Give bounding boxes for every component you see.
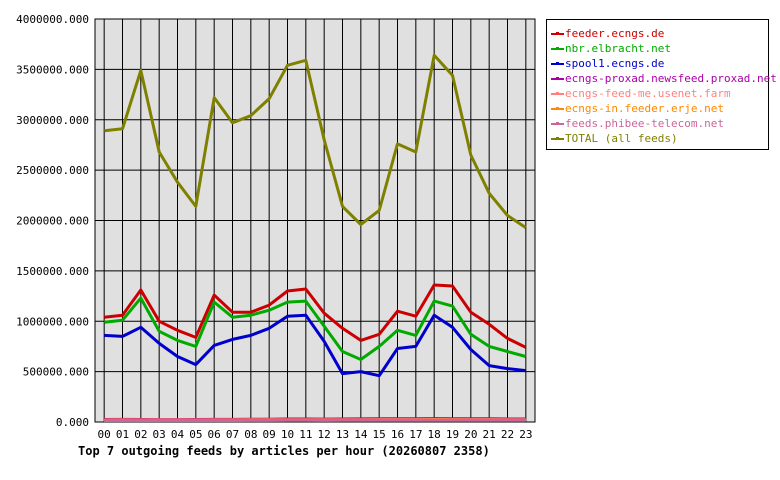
x-tick-label: 11 (299, 428, 312, 441)
x-tick-label: 20 (464, 428, 477, 441)
legend-label: feeder.ecngs.de (565, 27, 665, 40)
x-tick-label: 02 (134, 428, 147, 441)
series-lines (104, 53, 527, 422)
y-tick-label: 0.000 (56, 416, 89, 429)
x-tick-label: 23 (519, 428, 532, 441)
legend-swatch (551, 32, 564, 35)
y-tick-label: 1000000.000 (16, 315, 89, 328)
x-tick-label: 15 (373, 428, 386, 441)
legend-label: TOTAL (all feeds) (565, 132, 678, 145)
x-tick-label: 16 (391, 428, 404, 441)
y-axis-tick-labels: 0.000 500000.000 1000000.000 1500000.000 200… (16, 13, 89, 429)
x-tick-label: 03 (153, 428, 166, 441)
x-tick-label: 08 (244, 428, 257, 441)
legend-swatch (551, 137, 564, 140)
legend: feeder.ecngs.de nbr.elbracht.net spool1.ec… (546, 19, 777, 150)
legend-label: feeds.phibee-telecom.net (565, 117, 724, 130)
x-tick-label: 14 (354, 428, 368, 441)
x-tick-label: 05 (189, 428, 202, 441)
series-line-7 (104, 53, 527, 229)
x-tick-label: 12 (318, 428, 331, 441)
y-tick-label: 2500000.000 (16, 164, 89, 177)
x-tick-label: 06 (208, 428, 221, 441)
x-tick-label: 07 (226, 428, 239, 441)
y-tick-label: 3000000.000 (16, 114, 89, 127)
legend-swatch (551, 122, 564, 125)
chart-title: Top 7 outgoing feeds by articles per hou… (78, 444, 490, 458)
x-tick-label: 18 (428, 428, 441, 441)
y-tick-label: 1500000.000 (16, 265, 89, 278)
x-tick-label: 04 (171, 428, 185, 441)
x-tick-label: 22 (501, 428, 514, 441)
y-tick-label: 3500000.000 (16, 63, 89, 76)
x-tick-label: 13 (336, 428, 349, 441)
gridlines (95, 19, 535, 422)
y-tick-label: 500000.000 (23, 366, 89, 379)
legend-swatch (551, 92, 564, 95)
legend-label: ecngs-in.feeder.erje.net (565, 102, 724, 115)
legend-swatch (551, 47, 564, 50)
y-tick-label: 2000000.000 (16, 215, 89, 228)
legend-swatch (551, 77, 564, 80)
x-tick-label: 17 (409, 428, 422, 441)
x-tick-label: 19 (446, 428, 459, 441)
legend-label: ecngs-feed-me.usenet.farm (565, 87, 731, 100)
legend-label: nbr.elbracht.net (565, 42, 671, 55)
series-line-1 (104, 296, 527, 361)
x-tick-label: 09 (263, 428, 276, 441)
x-axis-tick-labels: 00 01 02 03 04 05 06 07 08 09 10 11 12 13 14 15 16 17 18 19… (98, 428, 533, 441)
legend-label: spool1.ecngs.de (565, 57, 665, 70)
x-tick-label: 00 (98, 428, 111, 441)
x-tick-label: 01 (116, 428, 129, 441)
series-line-0 (104, 283, 527, 349)
series-line-2 (104, 313, 526, 378)
legend-swatch (551, 62, 564, 65)
x-tick-label: 10 (281, 428, 294, 441)
legend-label: ecngs-proxad.newsfeed.proxad.net (565, 72, 777, 85)
y-tick-label: 4000000.000 (16, 13, 89, 26)
legend-swatch (551, 107, 564, 110)
x-tick-label: 21 (483, 428, 496, 441)
